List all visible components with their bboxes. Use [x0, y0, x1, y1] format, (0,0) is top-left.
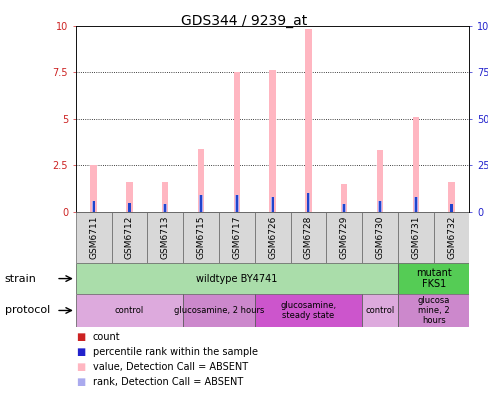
Text: GSM6728: GSM6728 [303, 216, 312, 259]
Text: GSM6726: GSM6726 [267, 216, 277, 259]
Bar [128, 202, 130, 212]
Text: glucosamine, 2 hours: glucosamine, 2 hours [173, 306, 264, 315]
Bar [343, 209, 345, 212]
Text: ■: ■ [76, 331, 85, 342]
Bar [397, 294, 468, 327]
Bar [76, 263, 397, 294]
Bar [235, 195, 238, 212]
Bar [449, 204, 452, 212]
Bar [271, 209, 273, 212]
Bar [449, 204, 452, 212]
Bar [412, 117, 418, 212]
Text: GSM6729: GSM6729 [339, 216, 348, 259]
Bar [340, 184, 346, 212]
Bar [200, 209, 202, 212]
Text: GSM6713: GSM6713 [161, 216, 169, 259]
Bar [377, 201, 381, 212]
Bar [447, 182, 454, 212]
Bar [397, 263, 468, 294]
Bar [361, 294, 397, 327]
Text: control: control [115, 306, 144, 315]
Text: glucosa
mine, 2
hours: glucosa mine, 2 hours [417, 295, 449, 326]
Text: ■: ■ [76, 362, 85, 372]
Bar [126, 182, 132, 212]
Text: ■: ■ [76, 377, 85, 387]
Text: GSM6732: GSM6732 [446, 216, 455, 259]
Bar [376, 150, 383, 212]
Bar [235, 195, 238, 212]
Bar [270, 197, 274, 212]
Bar [325, 212, 361, 263]
Bar [183, 294, 254, 327]
Bar [305, 29, 311, 212]
Bar [433, 212, 468, 263]
Bar [200, 195, 202, 212]
Bar [290, 212, 325, 263]
Bar [306, 193, 309, 212]
Bar [199, 195, 203, 212]
Text: wildtype BY4741: wildtype BY4741 [196, 274, 277, 284]
Bar [219, 212, 254, 263]
Bar [254, 212, 290, 263]
Text: GSM6711: GSM6711 [89, 216, 98, 259]
Text: protocol: protocol [5, 305, 50, 316]
Bar [92, 209, 95, 212]
Bar [90, 165, 97, 212]
Bar [164, 204, 166, 212]
Bar [254, 294, 361, 327]
Text: percentile rank within the sample: percentile rank within the sample [93, 346, 257, 357]
Bar [233, 72, 240, 212]
Text: GDS344 / 9239_at: GDS344 / 9239_at [181, 14, 307, 28]
Bar [397, 212, 433, 263]
Text: strain: strain [5, 274, 37, 284]
Bar [414, 209, 416, 212]
Bar [183, 212, 219, 263]
Text: value, Detection Call = ABSENT: value, Detection Call = ABSENT [93, 362, 247, 372]
Text: GSM6730: GSM6730 [375, 216, 384, 259]
Text: count: count [93, 331, 120, 342]
Bar [413, 197, 417, 212]
Text: mutant
FKS1: mutant FKS1 [415, 268, 450, 289]
Text: rank, Detection Call = ABSENT: rank, Detection Call = ABSENT [93, 377, 243, 387]
Bar [76, 294, 183, 327]
Bar [92, 201, 95, 212]
Text: GSM6731: GSM6731 [410, 216, 419, 259]
Bar [342, 204, 346, 212]
Bar [378, 209, 380, 212]
Bar [271, 197, 273, 212]
Text: GSM6717: GSM6717 [232, 216, 241, 259]
Bar [164, 209, 166, 212]
Bar [361, 212, 397, 263]
Bar [306, 209, 309, 212]
Text: ■: ■ [76, 346, 85, 357]
Bar [378, 201, 380, 212]
Bar [92, 201, 95, 212]
Bar [269, 70, 275, 212]
Bar [343, 204, 345, 212]
Text: glucosamine,
steady state: glucosamine, steady state [280, 301, 336, 320]
Bar [306, 193, 309, 212]
Bar [162, 182, 168, 212]
Bar [414, 197, 416, 212]
Text: GSM6712: GSM6712 [125, 216, 134, 259]
Bar [111, 212, 147, 263]
Bar [449, 209, 452, 212]
Text: control: control [365, 306, 394, 315]
Bar [163, 204, 167, 212]
Text: GSM6715: GSM6715 [196, 216, 205, 259]
Bar [147, 212, 183, 263]
Bar [128, 209, 130, 212]
Bar [127, 202, 131, 212]
Bar [235, 209, 238, 212]
Bar [198, 148, 204, 212]
Bar [76, 212, 111, 263]
